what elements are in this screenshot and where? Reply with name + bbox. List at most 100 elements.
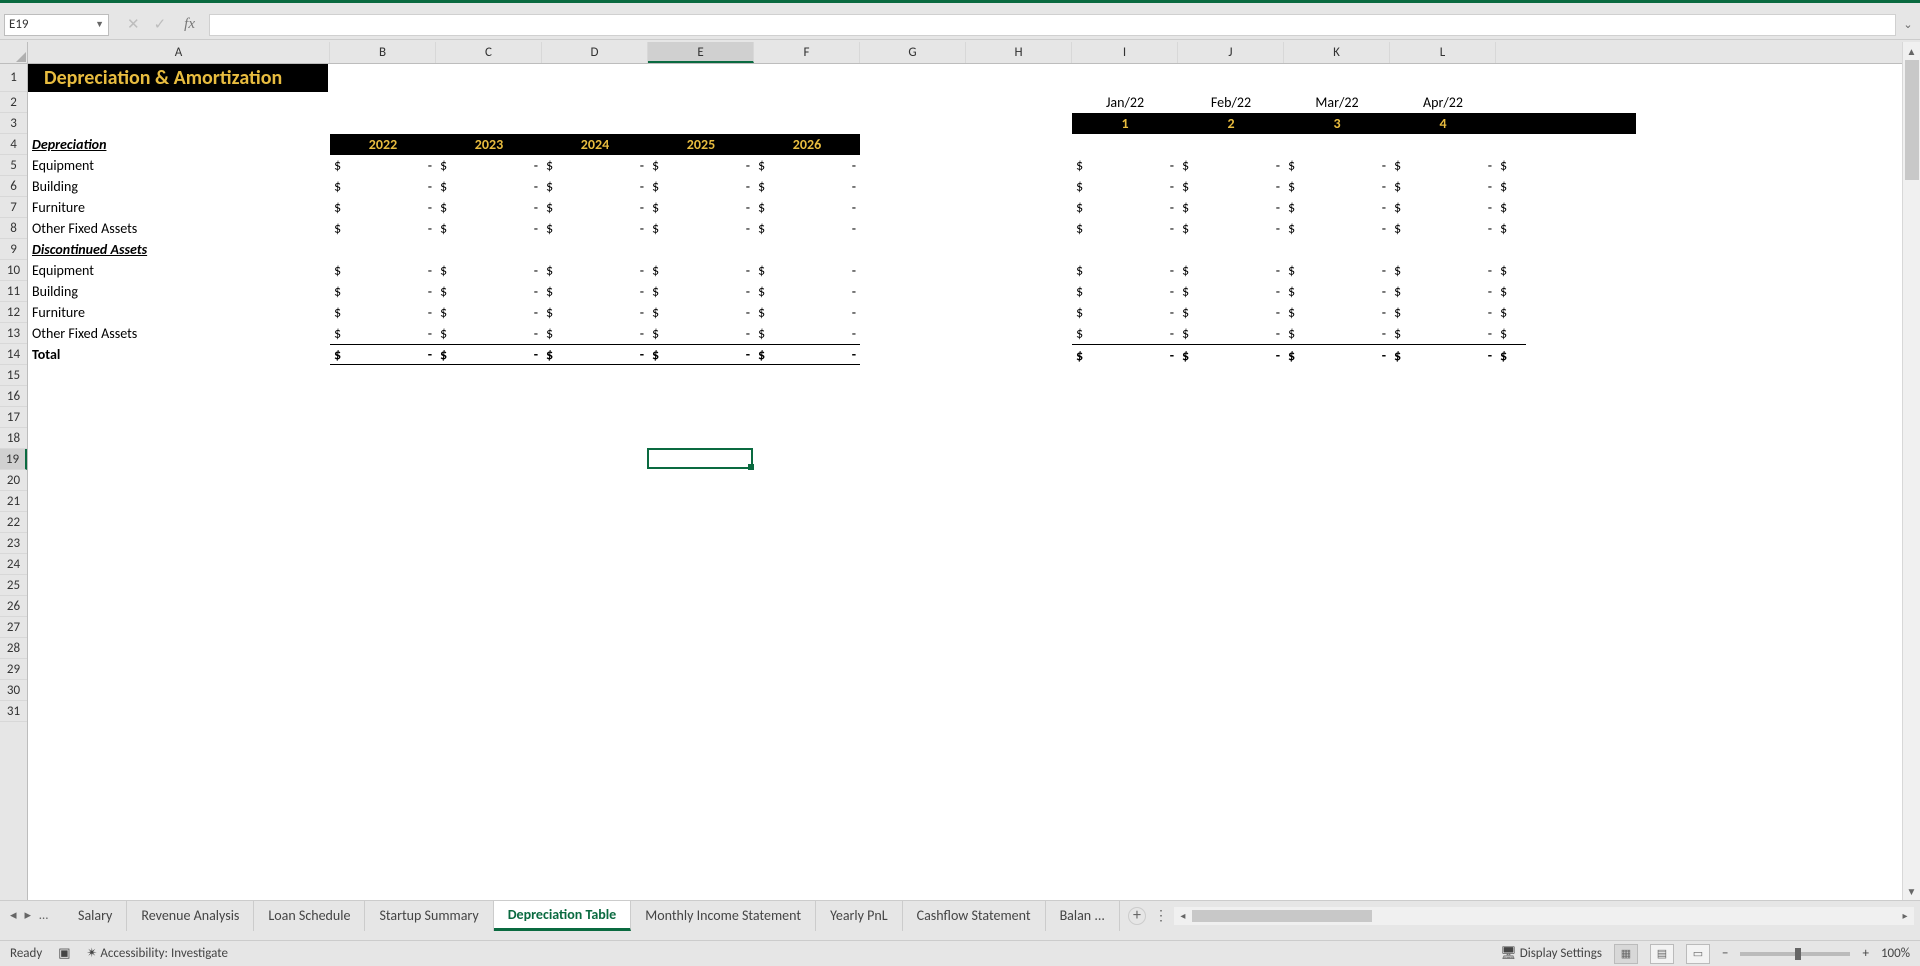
row-header-8[interactable]: 8 [0, 218, 27, 239]
val-dis-0-C[interactable]: $- [436, 260, 542, 281]
val-dep-2-D[interactable]: $- [542, 197, 648, 218]
row-header-7[interactable]: 7 [0, 197, 27, 218]
val-dis-m-3-I[interactable]: $- [1072, 323, 1178, 344]
val-dis-m-0-J[interactable]: $- [1178, 260, 1284, 281]
column-header-H[interactable]: H [966, 42, 1072, 63]
val-dep-2-C[interactable]: $- [436, 197, 542, 218]
display-settings[interactable]: 🖥 Display Settings [1500, 946, 1602, 961]
year-header-2026[interactable]: 2026 [754, 134, 860, 155]
val-dis-3-B[interactable]: $- [330, 323, 436, 344]
column-header-D[interactable]: D [542, 42, 648, 63]
val-dis-1-F[interactable]: $- [754, 281, 860, 302]
row-label-dis-3[interactable]: Other Fixed Assets [28, 323, 330, 344]
val-dep-m-0-I[interactable]: $- [1072, 155, 1178, 176]
row-header-28[interactable]: 28 [0, 638, 27, 659]
row-header-17[interactable]: 17 [0, 407, 27, 428]
sheet-nav-prev-icon[interactable]: ▸ [25, 908, 32, 923]
val-dis-1-D[interactable]: $- [542, 281, 648, 302]
val-dep-3-D[interactable]: $- [542, 218, 648, 239]
scroll-right-icon[interactable]: ▸ [1896, 907, 1914, 925]
val-dep-0-C[interactable]: $- [436, 155, 542, 176]
row-header-10[interactable]: 10 [0, 260, 27, 281]
row-header-16[interactable]: 16 [0, 386, 27, 407]
val-dep-0-B[interactable]: $- [330, 155, 436, 176]
val-dep-m-3-L[interactable]: $- [1390, 218, 1496, 239]
val-dis-m-2-I[interactable]: $- [1072, 302, 1178, 323]
val-dis-2-D[interactable]: $- [542, 302, 648, 323]
year-header-2022[interactable]: 2022 [330, 134, 436, 155]
val-dis-3-D[interactable]: $- [542, 323, 648, 344]
val-dis-1-E[interactable]: $- [648, 281, 754, 302]
val-total-E[interactable]: $- [648, 344, 754, 365]
val-dis-m-2-K[interactable]: $- [1284, 302, 1390, 323]
zoom-level[interactable]: 100% [1881, 946, 1910, 961]
val-dis-0-F[interactable]: $- [754, 260, 860, 281]
val-dep-2-E[interactable]: $- [648, 197, 754, 218]
val-dep-m-0-L[interactable]: $- [1390, 155, 1496, 176]
row-label-dis-0[interactable]: Equipment [28, 260, 330, 281]
val-dep-0-E[interactable]: $- [648, 155, 754, 176]
val-dis-m-1-K[interactable]: $- [1284, 281, 1390, 302]
row-header-19[interactable]: 19 [0, 449, 27, 470]
zoom-in-button[interactable]: + [1862, 946, 1868, 961]
row-header-21[interactable]: 21 [0, 491, 27, 512]
row-header-18[interactable]: 18 [0, 428, 27, 449]
section-discontinued[interactable]: Discontinued Assets [28, 239, 330, 260]
page-title[interactable]: Depreciation & Amortization [28, 64, 328, 92]
val-dis-3-F[interactable]: $- [754, 323, 860, 344]
val-dis-2-F[interactable]: $- [754, 302, 860, 323]
sheet-tab-revenue-analysis[interactable]: Revenue Analysis [127, 901, 254, 931]
val-dis-m-0-I[interactable]: $- [1072, 260, 1178, 281]
val-dis-2-B[interactable]: $- [330, 302, 436, 323]
year-header-2025[interactable]: 2025 [648, 134, 754, 155]
macro-record-icon[interactable]: ▣ [58, 946, 70, 961]
view-page-layout-icon[interactable]: ▤ [1650, 944, 1674, 964]
month-header-0[interactable]: Jan/22 [1072, 92, 1178, 113]
column-header-row[interactable]: ABCDEFGHIJKL [28, 42, 1902, 64]
cells-area[interactable]: Depreciation & AmortizationJan/22Feb/22M… [28, 64, 1902, 900]
val-dis-m-0-L[interactable]: $- [1390, 260, 1496, 281]
val-dep-3-C[interactable]: $- [436, 218, 542, 239]
val-dis-3-E[interactable]: $- [648, 323, 754, 344]
val-dis-2-C[interactable]: $- [436, 302, 542, 323]
row-label-total[interactable]: Total [28, 344, 330, 365]
val-dep-1-D[interactable]: $- [542, 176, 648, 197]
val-dis-3-C[interactable]: $- [436, 323, 542, 344]
month-header-1[interactable]: Feb/22 [1178, 92, 1284, 113]
val-dis-m-1-L[interactable]: $- [1390, 281, 1496, 302]
row-label-dep-1[interactable]: Building [28, 176, 330, 197]
val-dep-1-E[interactable]: $- [648, 176, 754, 197]
month-number-0[interactable]: 1 [1072, 113, 1178, 134]
val-dep-2-B[interactable]: $- [330, 197, 436, 218]
view-page-break-icon[interactable]: ▭ [1686, 944, 1710, 964]
val-dep-1-F[interactable]: $- [754, 176, 860, 197]
row-header-29[interactable]: 29 [0, 659, 27, 680]
section-depreciation[interactable]: Depreciation [28, 134, 330, 155]
val-dis-m-2-J[interactable]: $- [1178, 302, 1284, 323]
zoom-out-button[interactable]: − [1722, 946, 1728, 961]
val-dep-3-F[interactable]: $- [754, 218, 860, 239]
val-dep-0-F[interactable]: $- [754, 155, 860, 176]
sheet-tab-startup-summary[interactable]: Startup Summary [365, 901, 493, 931]
scroll-thumb[interactable] [1905, 60, 1919, 180]
cancel-icon[interactable]: ✕ [127, 15, 140, 34]
val-dep-0-D[interactable]: $- [542, 155, 648, 176]
row-label-dis-1[interactable]: Building [28, 281, 330, 302]
month-number-3[interactable]: 4 [1390, 113, 1496, 134]
enter-icon[interactable]: ✓ [154, 15, 167, 34]
val-dep-m-2-J[interactable]: $- [1178, 197, 1284, 218]
zoom-slider[interactable] [1740, 952, 1850, 956]
val-total-C[interactable]: $- [436, 344, 542, 365]
val-dep-3-E[interactable]: $- [648, 218, 754, 239]
val-total-D[interactable]: $- [542, 344, 648, 365]
column-header-L[interactable]: L [1390, 42, 1496, 63]
sheet-tab-cashflow-statement[interactable]: Cashflow Statement [903, 901, 1046, 931]
row-label-dep-2[interactable]: Furniture [28, 197, 330, 218]
row-header-23[interactable]: 23 [0, 533, 27, 554]
val-dep-m-0-K[interactable]: $- [1284, 155, 1390, 176]
val-dis-m-1-I[interactable]: $- [1072, 281, 1178, 302]
name-box-dropdown-icon[interactable]: ▼ [95, 19, 104, 30]
sheet-tab-loan-schedule[interactable]: Loan Schedule [254, 901, 365, 931]
val-dis-0-D[interactable]: $- [542, 260, 648, 281]
val-dis-0-E[interactable]: $- [648, 260, 754, 281]
